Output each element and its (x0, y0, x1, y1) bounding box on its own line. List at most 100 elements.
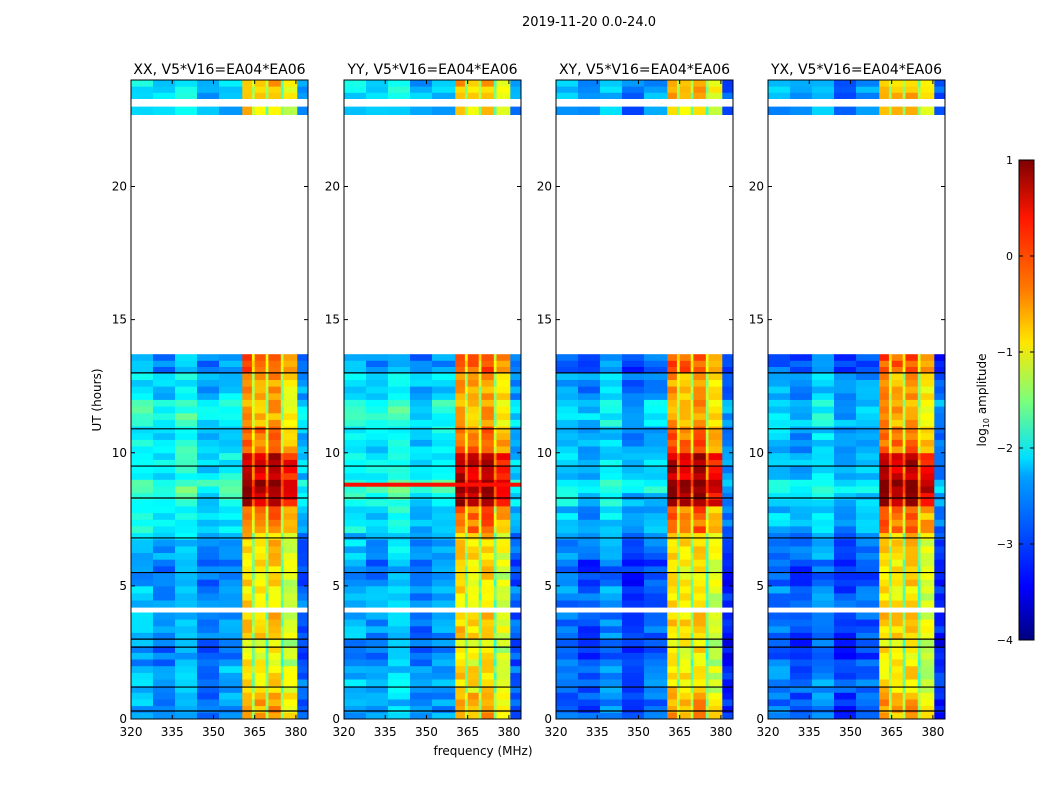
heatmap-cell (478, 406, 482, 414)
heatmap-cell (693, 472, 707, 480)
heatmap-cell (467, 659, 480, 667)
heatmap-cell (510, 705, 522, 713)
heatmap-cell (790, 593, 813, 601)
heatmap-cell (667, 412, 678, 420)
heatmap-cell (768, 532, 791, 540)
heatmap-cell (888, 379, 892, 387)
heatmap-cell (644, 92, 668, 99)
heatmap-cell (705, 572, 709, 580)
heatmap-cell (693, 80, 707, 87)
heatmap-cell (578, 659, 601, 667)
axes-frame (130, 79, 309, 720)
heatmap-cell (705, 479, 709, 487)
y-tick-label: 0 (119, 712, 127, 726)
heatmap-cell (254, 499, 267, 507)
heatmap-cell (834, 712, 857, 720)
heatmap-cell (705, 446, 709, 454)
heatmap-cell (934, 486, 946, 494)
heatmap-cell (722, 679, 734, 687)
heatmap-cell (254, 354, 267, 361)
heatmap-cell (679, 552, 692, 560)
heatmap-cell (722, 552, 734, 560)
heatmap-cell (578, 632, 601, 640)
heatmap-cell (265, 639, 269, 647)
heatmap-cell (251, 472, 255, 480)
heatmap-cell (268, 459, 282, 467)
heatmap-cell (622, 672, 645, 680)
heatmap-cell (693, 519, 707, 527)
heatmap-cell (644, 593, 668, 601)
heatmap-cell (265, 679, 269, 687)
heatmap-cell (856, 106, 880, 115)
heatmap-cell (268, 406, 282, 414)
heatmap-cell (708, 492, 723, 500)
heatmap-cell (254, 539, 267, 547)
heatmap-cell (879, 559, 890, 567)
heatmap-cell (496, 579, 511, 587)
heatmap-cell (934, 679, 946, 687)
heatmap-cell (197, 659, 220, 667)
y-tick-label: 0 (544, 712, 552, 726)
heatmap-cell (344, 659, 367, 667)
heatmap-cell (905, 600, 919, 608)
heatmap-cell (496, 426, 511, 434)
heatmap-cell (934, 354, 946, 361)
heatmap-cell (197, 572, 220, 580)
heatmap-cell (722, 492, 734, 500)
heatmap-cell (902, 386, 906, 394)
heatmap-cell (690, 552, 694, 560)
heatmap-cell (175, 565, 198, 573)
heatmap-cell (644, 705, 668, 713)
heatmap-cell (493, 672, 497, 680)
heatmap-cell (344, 645, 367, 653)
heatmap-cell (432, 545, 456, 553)
heatmap-cell (679, 399, 692, 407)
heatmap-cell (902, 539, 906, 547)
heatmap-cell (265, 652, 269, 660)
heatmap-cell (622, 366, 645, 374)
y-tick-label: 15 (537, 313, 552, 327)
heatmap-cell (888, 539, 892, 547)
heatmap-cell (722, 639, 734, 647)
heatmap-cell (667, 565, 678, 573)
heatmap-cell (902, 692, 906, 700)
heatmap-cell (464, 466, 468, 474)
heatmap-cell (175, 685, 198, 693)
heatmap-cell (432, 360, 456, 367)
heatmap-cell (388, 665, 411, 673)
heatmap-cell (708, 559, 723, 567)
heatmap-cell (432, 625, 456, 633)
heatmap-cell (705, 552, 709, 560)
heatmap-cell (242, 379, 253, 387)
heatmap-cell (510, 639, 522, 647)
heatmap-cell (578, 712, 601, 720)
heatmap-cell (600, 712, 623, 720)
heatmap-cell (679, 612, 692, 620)
heatmap-cell (388, 472, 411, 480)
heatmap-cell (493, 579, 497, 587)
heatmap-cell (280, 432, 284, 440)
heatmap-cell (693, 645, 707, 653)
heatmap-cell (768, 699, 791, 707)
heatmap-cell (175, 679, 198, 687)
heatmap-cell (265, 360, 269, 367)
heatmap-cell (917, 565, 921, 573)
heatmap-cell (888, 559, 892, 567)
heatmap-cell (265, 665, 269, 673)
heatmap-cell (410, 652, 433, 660)
heatmap-cell (283, 699, 298, 707)
heatmap-cell (366, 699, 389, 707)
heatmap-cell (667, 86, 678, 93)
heatmap-cell (280, 532, 284, 540)
heatmap-cell (388, 593, 411, 601)
heatmap-cell (934, 379, 946, 387)
heatmap-cell (344, 532, 367, 540)
heatmap-cell (705, 412, 709, 420)
heatmap-cell (790, 412, 813, 420)
heatmap-cell (934, 585, 946, 594)
heatmap-cell (153, 439, 176, 447)
heatmap-cell (722, 426, 734, 434)
heatmap-cell (265, 419, 269, 427)
heatmap-cell (902, 354, 906, 361)
